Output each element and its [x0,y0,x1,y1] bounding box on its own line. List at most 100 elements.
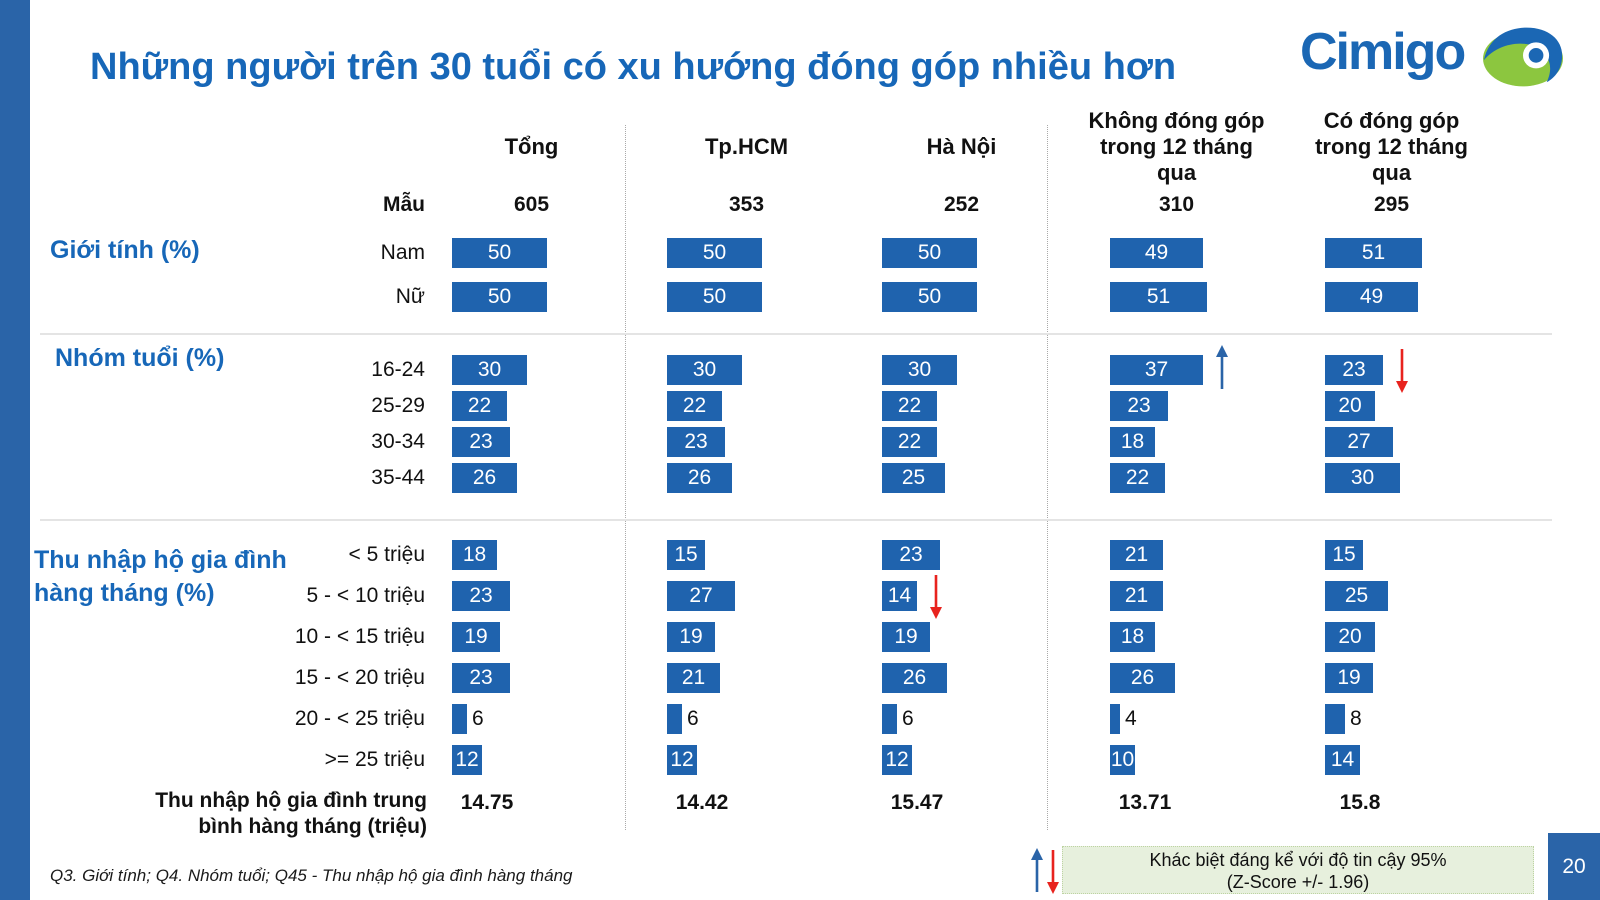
data-cell: 19 [437,622,652,652]
data-cell: 23 [867,540,1082,570]
value-label: 6 [472,707,484,730]
row-label: 5 - < 10 triệu [306,584,425,607]
page-number: 20 [1562,854,1586,878]
section-0: Nam 50 50 50 49 51 Nữ 50 50 50 51 49 [40,238,1592,326]
sample-size: 252 [943,193,980,216]
data-cell: 19 [867,622,1082,652]
value-bar: 23 [452,427,510,457]
row-label: < 5 triệu [348,543,425,566]
data-cell: 51 [1082,282,1297,312]
value-bar: 50 [452,238,547,268]
mean-label-line: bình hàng tháng (triệu) [198,815,427,838]
sample-label: Mẫu [383,193,425,216]
data-cell: 10 [1082,745,1297,775]
row-label: 35-44 [371,466,425,489]
value-bar: 18 [1110,622,1155,652]
mean-value: 14.75 [460,791,514,814]
value-bar: 50 [667,238,762,268]
data-cell: 50 [437,238,652,268]
mean-label-line: Thu nhập hộ gia đình trung [155,789,427,812]
divider-vertical-1 [625,125,626,830]
row-label: 10 - < 15 triệu [294,625,425,648]
value-bar [667,704,682,734]
data-cell: 20 [1297,622,1512,652]
value-bar [1110,704,1120,734]
divider-horizontal-1 [40,333,1552,335]
row-label: 25-29 [371,394,425,417]
value-bar: 51 [1325,238,1422,268]
table-row: 10 - < 15 triệu 19 19 19 18 20 [40,622,1592,652]
data-cell: 8 [1297,704,1512,734]
section-1: 16-24 30 30 30 37 23 25-29 22 22 22 23 20 30-34 23 23 2… [40,345,1592,499]
data-cell: 37 [1082,345,1297,389]
data-cell: 26 [437,463,652,493]
data-cell: 18 [1082,622,1297,652]
data-cell: 30 [437,355,652,385]
data-cell: 21 [652,663,867,693]
value-bar: 50 [667,282,762,312]
table-row: 5 - < 10 triệu 23 27 14 21 25 [40,575,1592,619]
value-bar: 27 [667,581,735,611]
mean-row: Thu nhập hộ gia đình trung bình hàng thán… [40,788,1512,840]
table-row: < 5 triệu 18 15 23 21 15 [40,540,1592,570]
data-cell: 19 [652,622,867,652]
data-cell: 50 [437,282,652,312]
data-cell: 22 [652,391,867,421]
value-bar: 25 [1325,581,1388,611]
table-row: 16-24 30 30 30 37 23 [40,345,1592,393]
value-bar: 21 [667,663,720,693]
data-cell: 12 [652,745,867,775]
data-cell: 50 [652,282,867,312]
value-bar [1325,704,1345,734]
data-cell: 30 [652,355,867,385]
mean-cell: 15.8 [1297,788,1512,840]
value-bar: 22 [1110,463,1165,493]
data-cell: 22 [437,391,652,421]
value-bar: 12 [882,745,912,775]
table-row: 25-29 22 22 22 23 20 [40,391,1592,421]
value-bar: 50 [882,238,977,268]
value-bar: 14 [882,581,917,611]
data-cell: 19 [1297,663,1512,693]
column-header: Có đóng góp trong 12 tháng qua [1315,108,1468,185]
value-bar: 19 [452,622,500,652]
eye-icon [1482,26,1564,93]
value-bar: 30 [452,355,527,385]
value-bar: 19 [882,622,930,652]
data-cell: 23 [437,427,652,457]
column-header: Tp.HCM [704,134,789,159]
mean-cell: 13.71 [1082,788,1297,840]
data-cell: 21 [1082,540,1297,570]
data-cell: 12 [867,745,1082,775]
value-bar: 15 [667,540,705,570]
left-accent-strip [0,0,30,900]
section-2: < 5 triệu 18 15 23 21 15 5 - < 10 triệu 23 27 14 2… [40,540,1592,786]
column-header: Hà Nội [926,134,997,159]
legend-up-arrow-icon [1030,847,1044,893]
data-cell: 27 [1297,427,1512,457]
data-cell: 25 [1297,581,1512,611]
value-bar: 23 [1110,391,1168,421]
data-cell: 30 [867,355,1082,385]
up-arrow-icon [1215,344,1229,390]
data-cell: 22 [867,427,1082,457]
value-bar: 30 [1325,463,1400,493]
mean-cell: 15.47 [867,788,1082,840]
data-cell: 23 [437,663,652,693]
row-label: Nữ [395,285,425,308]
mean-value: 13.71 [1118,791,1172,814]
data-cell: 26 [652,463,867,493]
divider-horizontal-2 [40,519,1552,521]
value-bar: 23 [452,581,510,611]
value-bar: 23 [882,540,940,570]
value-bar: 18 [1110,427,1155,457]
mean-value: 15.47 [890,791,944,814]
logo-text: Cimigo [1300,23,1466,81]
value-bar: 10 [1110,745,1135,775]
mean-cell: 14.42 [652,788,867,840]
value-bar: 22 [452,391,507,421]
data-cell: 50 [867,282,1082,312]
value-bar: 22 [667,391,722,421]
data-cell: 50 [652,238,867,268]
sample-size: 310 [1158,193,1195,216]
